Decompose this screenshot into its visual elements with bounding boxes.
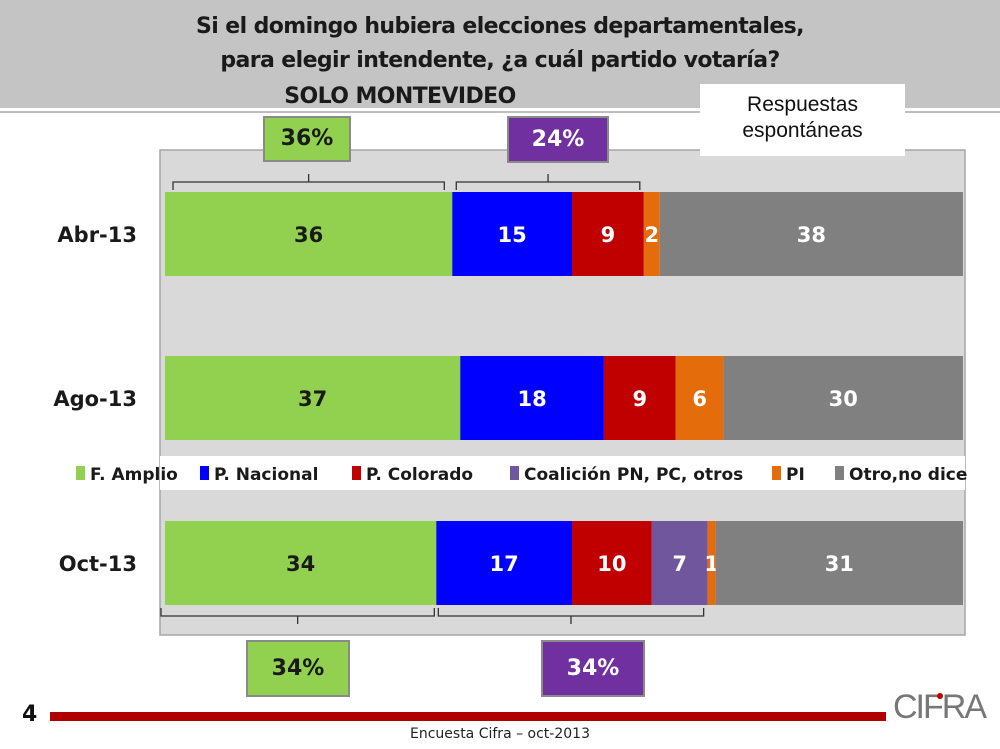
spontaneous-responses-note: Respuestas espontáneas <box>700 84 905 156</box>
footer-bar <box>50 712 886 721</box>
data-label-abr-13-otro-no-dice: 38 <box>797 223 826 247</box>
annotation-box-abr-13-fa: 36% <box>263 116 351 162</box>
bar-ago-13-pi <box>675 356 724 440</box>
bar-abr-13-p-nacional <box>452 192 572 276</box>
data-label-oct-13-coalici-n-pn-pc-otros: 7 <box>672 552 687 576</box>
brace-abr13-pn-pc <box>455 174 641 190</box>
braces-group <box>160 174 705 624</box>
note-line-2: espontáneas <box>742 119 863 142</box>
annotation-box-oct-13-opposition: 34% <box>541 640 645 697</box>
data-label-ago-13-pi: 6 <box>692 387 707 411</box>
legend-label-otro-no-dice: Otro,no dice <box>849 465 967 485</box>
data-label-oct-13-p-colorado: 10 <box>597 552 626 576</box>
bar-abr-13-pi <box>643 192 660 276</box>
legend-swatch-pi <box>772 466 781 480</box>
logo-dot <box>937 693 943 699</box>
brace-abr13-fa <box>172 174 445 190</box>
chart-subtitle: SOLO MONTEVIDEO <box>284 84 516 109</box>
bar-oct-13-f-amplio <box>165 521 437 605</box>
legend-label-p-colorado: P. Colorado <box>366 465 473 485</box>
bar-oct-13-otro-no-dice <box>715 521 963 605</box>
category-label-ago-13: Ago-13 <box>53 387 137 411</box>
header-divider <box>0 111 1000 113</box>
data-label-oct-13-otro-no-dice: 31 <box>825 552 854 576</box>
chart-title-line-2: para elegir intendente, ¿a cuál partido … <box>220 48 780 73</box>
category-label-abr-13: Abr-13 <box>57 223 137 247</box>
bars-group: Abr-13 36 15 9 2 38 Ago-13 37 18 9 6 30 Oct-13 34 17 10… <box>53 192 963 605</box>
brace-oct13-fa <box>160 608 435 624</box>
bar-ago-13-f-amplio <box>165 356 461 440</box>
data-label-oct-13-pi: 1 <box>704 552 719 576</box>
data-label-abr-13-p-nacional: 15 <box>498 223 527 247</box>
brace-oct13-coalition <box>437 608 705 624</box>
bar-oct-13-coalici-n-pn-pc-otros <box>651 521 708 605</box>
data-label-ago-13-otro-no-dice: 30 <box>829 387 858 411</box>
page-number: 4 <box>22 702 38 727</box>
data-label-abr-13-pi: 2 <box>644 223 659 247</box>
note-line-1: Respuestas <box>747 93 858 116</box>
legend-label-pi: PI <box>786 465 805 485</box>
data-label-ago-13-p-colorado: 9 <box>632 387 647 411</box>
bar-abr-13-f-amplio <box>165 192 453 276</box>
legend-swatch-otro-no-dice <box>835 466 844 480</box>
legend-swatch-p-nacional <box>200 466 209 480</box>
category-label-oct-13: Oct-13 <box>59 552 137 576</box>
bar-abr-13-p-colorado <box>571 192 644 276</box>
data-label-ago-13-p-nacional: 18 <box>517 387 546 411</box>
bar-oct-13-p-nacional <box>436 521 572 605</box>
bar-ago-13-p-colorado <box>603 356 676 440</box>
bar-oct-13-pi <box>707 521 716 605</box>
chart-title-line-1: Si el domingo hubiera elecciones departa… <box>196 14 804 39</box>
data-label-ago-13-f-amplio: 37 <box>298 387 327 411</box>
bar-abr-13-otro-no-dice <box>659 192 963 276</box>
legend: F. Amplio P. Nacional P. Colorado Coalición… <box>76 456 967 490</box>
bar-oct-13-p-colorado <box>571 521 652 605</box>
data-label-abr-13-p-colorado: 9 <box>601 223 616 247</box>
footer-source: Encuesta Cifra – oct-2013 <box>410 726 590 742</box>
legend-background <box>160 456 965 490</box>
legend-label-coalici-n-pn-pc-otros: Coalición PN, PC, otros <box>524 465 743 485</box>
annotation-box-abr-13-opposition: 24% <box>507 116 609 163</box>
data-label-oct-13-f-amplio: 34 <box>286 552 315 576</box>
data-label-abr-13-f-amplio: 36 <box>294 223 323 247</box>
bar-ago-13-otro-no-dice <box>723 356 963 440</box>
legend-label-f-amplio: F. Amplio <box>90 465 178 485</box>
legend-label-p-nacional: P. Nacional <box>214 465 318 485</box>
legend-swatch-f-amplio <box>76 466 85 480</box>
bar-ago-13-p-nacional <box>460 356 604 440</box>
annotation-box-oct-13-fa: 34% <box>246 640 350 697</box>
data-label-oct-13-p-nacional: 17 <box>490 552 519 576</box>
legend-swatch-p-colorado <box>352 466 361 480</box>
legend-swatch-coalici-n-pn-pc-otros <box>510 466 519 480</box>
